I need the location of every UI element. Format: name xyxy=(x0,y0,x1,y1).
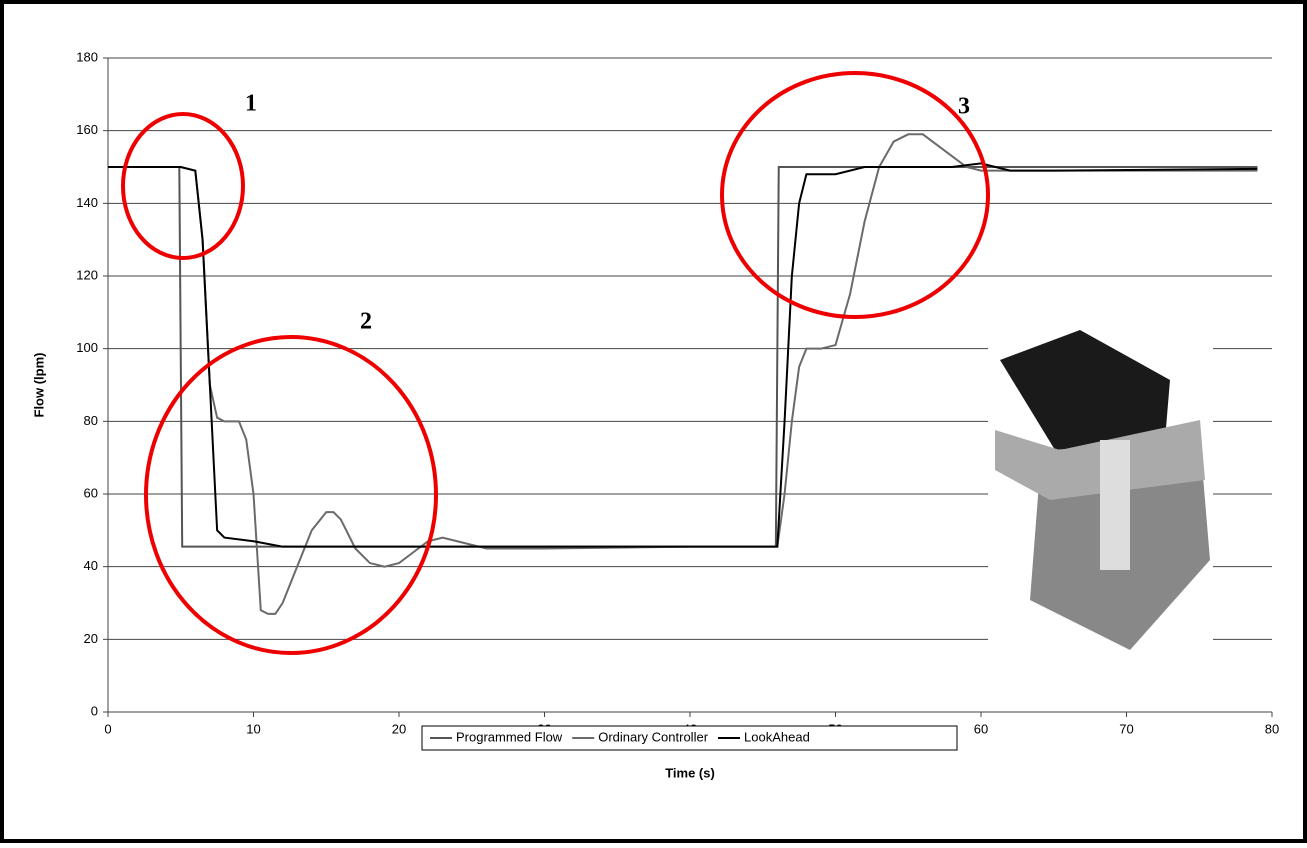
legend-label: Ordinary Controller xyxy=(598,729,708,744)
y-tick-label: 0 xyxy=(91,703,98,718)
annotation: 3 xyxy=(958,94,970,120)
y-tick-label: 20 xyxy=(84,631,98,646)
legend-label: Programmed Flow xyxy=(456,729,563,744)
annotation: 2 xyxy=(360,309,372,335)
y-tick-label: 120 xyxy=(76,267,98,282)
y-tick-label: 100 xyxy=(76,340,98,355)
y-tick-label: 160 xyxy=(76,122,98,137)
x-tick-label: 20 xyxy=(392,721,406,736)
x-tick-label: 80 xyxy=(1265,721,1279,736)
x-tick-label: 10 xyxy=(246,721,260,736)
x-tick-label: 70 xyxy=(1119,721,1133,736)
x-tick-label: 0 xyxy=(104,721,111,736)
y-tick-label: 80 xyxy=(84,413,98,428)
legend-label: LookAhead xyxy=(744,729,810,744)
y-tick-label: 140 xyxy=(76,195,98,210)
y-tick-label: 40 xyxy=(84,558,98,573)
x-tick-label: 60 xyxy=(974,721,988,736)
x-axis-title: Time (s) xyxy=(665,765,715,780)
annotation: 1 xyxy=(245,91,257,117)
y-axis-title: Flow (lpm) xyxy=(31,353,46,418)
y-tick-label: 180 xyxy=(76,49,98,64)
chart: 0204060801001201401601800102030405060708… xyxy=(0,0,1307,843)
valve-image xyxy=(988,318,1213,658)
legend-items: Programmed Flow Ordinary Controller LookAh… xyxy=(430,729,810,744)
y-tick-label: 60 xyxy=(84,485,98,500)
